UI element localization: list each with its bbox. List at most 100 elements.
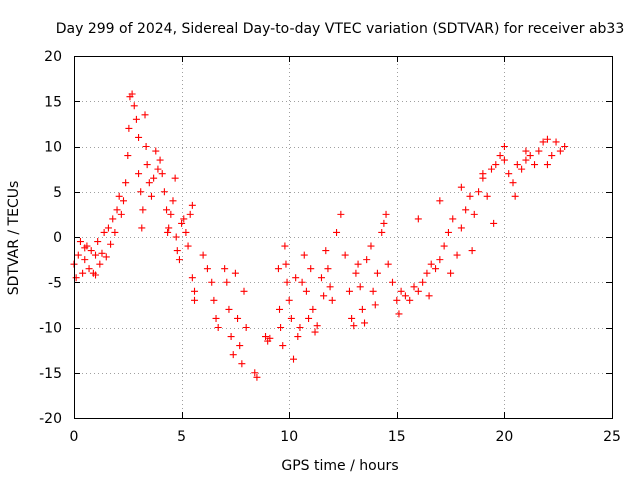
data-point (132, 115, 140, 123)
data-point (160, 188, 168, 196)
data-point (341, 251, 349, 259)
data-point (350, 322, 358, 330)
data-point (561, 143, 569, 150)
data-point (361, 319, 369, 327)
data-point (109, 215, 117, 223)
data-point (188, 201, 196, 209)
data-point (240, 287, 248, 295)
data-point (556, 147, 564, 155)
data-point (283, 278, 291, 286)
data-point (223, 278, 231, 286)
data-point (277, 324, 285, 331)
y-tick-label: -20 (39, 411, 62, 427)
data-point (457, 224, 465, 232)
data-point (462, 206, 470, 214)
data-point (130, 102, 138, 110)
data-point (552, 138, 560, 146)
data-point (182, 228, 190, 236)
data-point (326, 283, 334, 291)
plot-frame (74, 56, 613, 419)
data-point (72, 274, 80, 282)
x-tick-label: 10 (280, 429, 298, 445)
data-point (251, 369, 259, 377)
grid-lines (74, 56, 612, 418)
data-point (221, 265, 229, 273)
data-point (475, 188, 483, 196)
data-point (119, 197, 127, 205)
data-point (436, 197, 444, 205)
data-point (535, 147, 543, 155)
data-point (143, 161, 151, 169)
data-point (522, 156, 530, 164)
data-point (369, 287, 377, 295)
x-tick-label: 20 (495, 429, 513, 445)
data-point (165, 224, 173, 232)
data-point (401, 292, 409, 300)
data-point (87, 247, 95, 255)
data-point (305, 314, 313, 322)
data-point (358, 305, 366, 313)
data-point (518, 165, 526, 173)
data-point (154, 165, 162, 173)
axis-ticks (74, 56, 613, 419)
data-point (423, 269, 431, 277)
data-point (470, 210, 478, 218)
data-point (500, 143, 508, 150)
data-point (526, 152, 534, 160)
data-point (333, 228, 341, 236)
data-point (175, 256, 183, 264)
data-point (348, 314, 356, 322)
data-point (282, 260, 290, 268)
data-point (354, 260, 362, 268)
data-point (539, 138, 547, 146)
data-point (496, 152, 504, 160)
data-point (307, 265, 315, 273)
data-point (296, 324, 304, 331)
data-point (85, 265, 93, 273)
data-point (102, 253, 110, 261)
y-tick-label: -15 (39, 366, 62, 382)
data-point (124, 152, 132, 160)
data-point (169, 197, 177, 205)
data-point (92, 271, 100, 279)
data-point (191, 296, 199, 304)
data-point (393, 296, 401, 304)
data-point (543, 135, 551, 143)
data-point (214, 324, 222, 331)
data-point (313, 322, 321, 330)
y-tick-label: 10 (44, 140, 62, 156)
data-point (122, 179, 130, 187)
data-point (163, 206, 171, 214)
data-point (309, 305, 317, 313)
data-point (81, 244, 89, 252)
data-point (236, 342, 244, 350)
data-point (139, 206, 147, 214)
data-point (367, 242, 375, 250)
data-point (388, 278, 396, 286)
data-point (158, 170, 166, 178)
data-point (406, 296, 414, 304)
data-point (276, 305, 284, 313)
data-point (345, 287, 353, 295)
data-point (531, 161, 539, 169)
data-point (210, 296, 218, 304)
data-point (453, 251, 461, 259)
data-point (212, 314, 220, 322)
data-point (397, 287, 405, 295)
y-tick-label: 15 (44, 94, 62, 110)
data-point (79, 269, 87, 277)
data-point (337, 210, 345, 218)
data-point (466, 192, 474, 200)
y-tick-label: 20 (44, 49, 62, 65)
data-point (290, 355, 298, 363)
data-point (115, 192, 123, 200)
data-points (70, 90, 569, 381)
data-point (111, 228, 119, 236)
data-point (543, 161, 551, 169)
data-point (231, 269, 239, 277)
data-point (328, 296, 336, 304)
data-point (147, 192, 155, 200)
data-point (513, 161, 521, 169)
data-point (382, 210, 390, 218)
